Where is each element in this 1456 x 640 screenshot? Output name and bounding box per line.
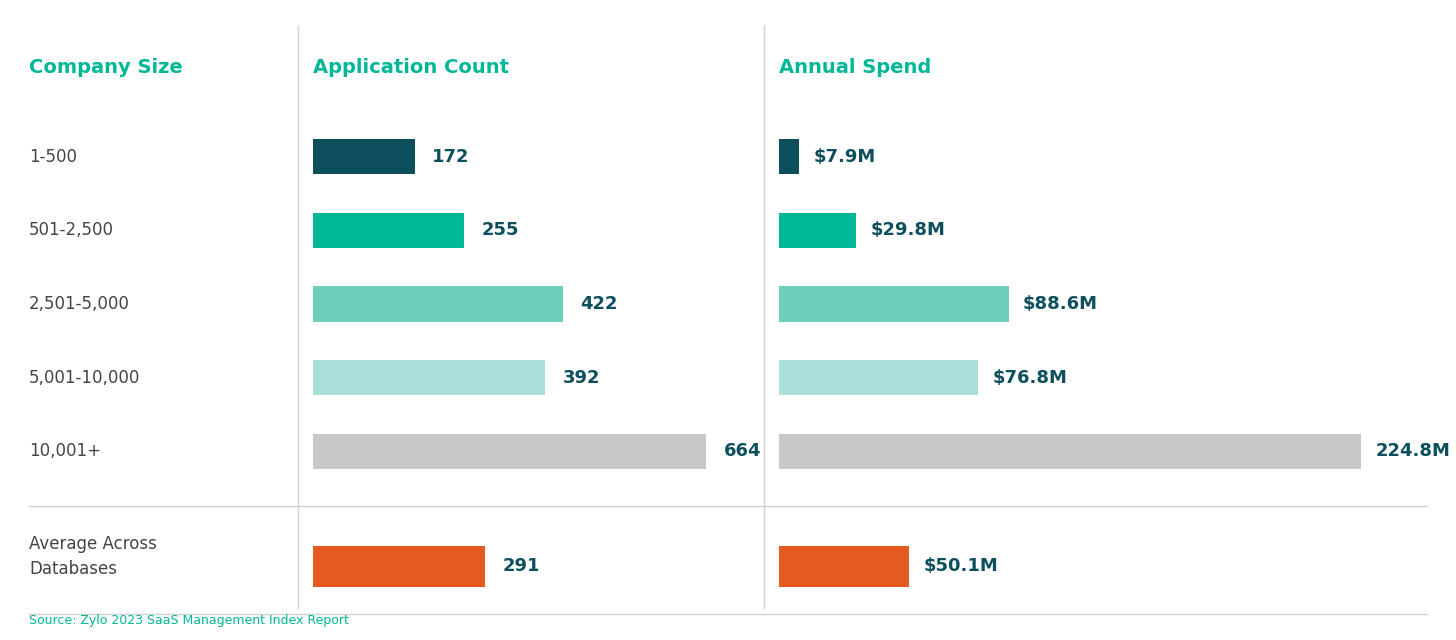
Text: 664: 664 [724,442,761,460]
FancyBboxPatch shape [313,434,706,468]
Text: Average Across
Databases: Average Across Databases [29,535,157,579]
FancyBboxPatch shape [779,139,799,174]
FancyBboxPatch shape [313,212,464,248]
Text: 501-2,500: 501-2,500 [29,221,114,239]
Text: Source: Zylo 2023 SaaS Management Index Report: Source: Zylo 2023 SaaS Management Index … [29,614,349,627]
Text: 224.8M: 224.8M [1376,442,1450,460]
Text: 392: 392 [562,369,600,387]
Text: 255: 255 [482,221,518,239]
FancyBboxPatch shape [779,434,1361,468]
Text: 1-500: 1-500 [29,148,77,166]
FancyBboxPatch shape [779,212,856,248]
Text: Application Count: Application Count [313,58,510,77]
FancyBboxPatch shape [779,545,909,588]
Text: 2,501-5,000: 2,501-5,000 [29,295,130,313]
Text: 422: 422 [581,295,617,313]
Text: Annual Spend: Annual Spend [779,58,932,77]
Text: $7.9M: $7.9M [814,148,877,166]
Text: $88.6M: $88.6M [1024,295,1098,313]
Text: 172: 172 [432,148,470,166]
FancyBboxPatch shape [313,360,545,396]
FancyBboxPatch shape [313,545,485,588]
Text: $76.8M: $76.8M [993,369,1067,387]
Text: 291: 291 [502,557,540,575]
FancyBboxPatch shape [313,286,563,321]
FancyBboxPatch shape [779,360,978,396]
Text: Company Size: Company Size [29,58,183,77]
FancyBboxPatch shape [779,286,1009,321]
Text: $50.1M: $50.1M [923,557,997,575]
Text: 10,001+: 10,001+ [29,442,100,460]
FancyBboxPatch shape [313,139,415,174]
Text: 5,001-10,000: 5,001-10,000 [29,369,140,387]
Text: $29.8M: $29.8M [871,221,945,239]
